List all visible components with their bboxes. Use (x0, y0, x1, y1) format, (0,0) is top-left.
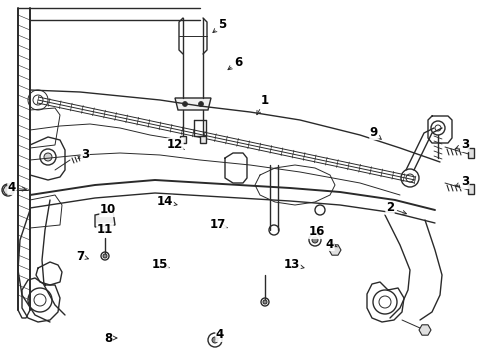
Text: 3: 3 (455, 139, 468, 152)
Text: 17: 17 (209, 219, 227, 231)
Polygon shape (95, 211, 115, 227)
Text: 7: 7 (76, 249, 88, 262)
Text: 12: 12 (166, 139, 184, 152)
Text: 16: 16 (308, 225, 325, 238)
Text: 3: 3 (454, 175, 468, 189)
Circle shape (103, 254, 107, 258)
Polygon shape (175, 98, 210, 110)
Text: 9: 9 (369, 126, 381, 139)
Circle shape (263, 300, 266, 304)
Text: 1: 1 (256, 94, 268, 115)
Polygon shape (328, 245, 340, 255)
Polygon shape (180, 136, 185, 143)
Text: 4: 4 (215, 328, 224, 342)
Text: 11: 11 (97, 224, 113, 237)
Polygon shape (467, 184, 473, 194)
Text: 2: 2 (385, 202, 406, 215)
Circle shape (2, 184, 14, 196)
Circle shape (311, 237, 317, 243)
Text: 6: 6 (227, 55, 242, 70)
Text: 14: 14 (157, 195, 177, 208)
Polygon shape (467, 148, 473, 158)
Text: 10: 10 (100, 203, 116, 216)
Text: 8: 8 (103, 332, 117, 345)
Circle shape (182, 102, 187, 107)
Text: 13: 13 (284, 258, 304, 271)
Circle shape (212, 337, 218, 343)
Text: 4: 4 (8, 181, 26, 194)
Polygon shape (418, 325, 430, 335)
Polygon shape (200, 136, 205, 143)
Text: 5: 5 (212, 18, 225, 32)
Text: 3: 3 (78, 148, 89, 162)
Circle shape (44, 153, 52, 161)
Text: 15: 15 (151, 258, 169, 271)
Polygon shape (3, 186, 13, 194)
Circle shape (198, 102, 203, 107)
Text: 4: 4 (325, 238, 337, 251)
